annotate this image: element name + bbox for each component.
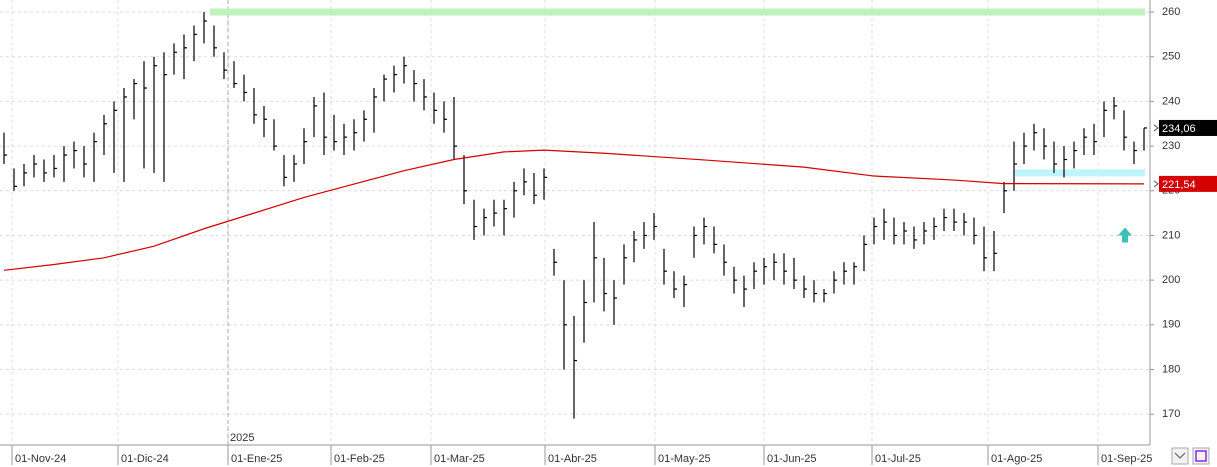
moving-average: [3, 149, 1145, 271]
signal-arrow: [1118, 227, 1132, 243]
y-tick-label: 170: [1162, 408, 1180, 420]
ma-last-pointer: [1153, 180, 1159, 188]
y-tick-label: 200: [1162, 274, 1180, 286]
y-tick-label: 190: [1162, 319, 1180, 331]
x-tick-label: 01-Abr-25: [548, 453, 597, 465]
x-tick-label: 01-Sep-25: [1101, 453, 1152, 465]
zoom-button[interactable]: [1171, 447, 1189, 465]
y-tick-label: 210: [1162, 229, 1180, 241]
save-button[interactable]: [1192, 447, 1210, 465]
ma-last-box: [1159, 175, 1217, 192]
level-band: [1015, 169, 1145, 177]
last-close-box: [1159, 119, 1217, 136]
x-tick-label: 01-Ene-25: [231, 453, 282, 465]
y-tick-label: 250: [1162, 51, 1180, 63]
last-close-pointer: [1153, 124, 1159, 132]
save-icon: [1195, 450, 1207, 462]
last-close-label: 234,06: [1162, 123, 1196, 135]
y-tick-label: 180: [1162, 363, 1180, 375]
x-tick-label: 01-Mar-25: [434, 453, 485, 465]
y-tick-label: 230: [1162, 140, 1180, 152]
x-tick-label: 01-Ago-25: [991, 453, 1042, 465]
y-tick-label: 260: [1162, 6, 1180, 18]
x-tick-label: 01-Nov-24: [15, 453, 66, 465]
x-tick-label: 01-Jul-25: [875, 453, 921, 465]
level-band: [210, 8, 1145, 16]
zoom-icon: [1174, 452, 1186, 459]
plot: [0, 0, 1150, 445]
ma-last-label: 221,54: [1162, 179, 1196, 191]
year-label: 2025: [230, 432, 254, 444]
x-tick-label: 01-Dic-24: [121, 453, 169, 465]
x-tick-label: 01-Feb-25: [334, 453, 385, 465]
x-tick-label: 01-May-25: [658, 453, 711, 465]
y-tick-label: 240: [1162, 95, 1180, 107]
x-tick-label: 01-Jun-25: [767, 453, 817, 465]
